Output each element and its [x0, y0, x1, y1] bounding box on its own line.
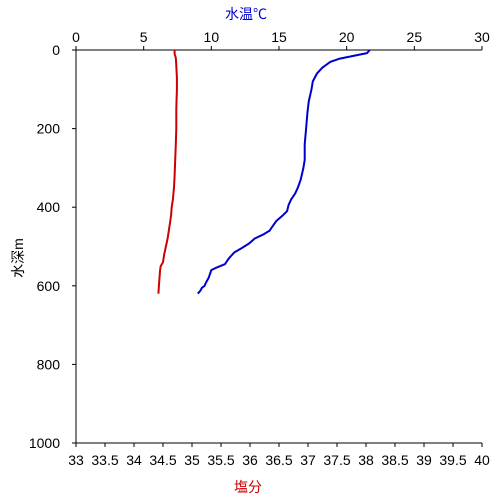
y-tick-label: 600 — [37, 278, 61, 294]
y-tick-label: 1000 — [29, 435, 60, 451]
bottom-tick-label: 33.5 — [91, 452, 118, 468]
bottom-axis: 33 33.5 34 34.5 35 35.5 36 36.5 37 37.5 38 38.5 39 39… — [68, 443, 490, 468]
bottom-tick-label: 35.5 — [207, 452, 234, 468]
y-axis-title: 水深m — [10, 238, 26, 278]
bottom-tick-label: 34.5 — [149, 452, 176, 468]
bottom-axis-title: 塩分 — [234, 479, 262, 495]
top-tick-label: 15 — [271, 29, 287, 45]
series-layer — [157, 49, 371, 295]
y-tick-label: 200 — [37, 121, 61, 137]
bottom-tick-label: 39.5 — [439, 452, 466, 468]
bottom-tick-label: 38 — [358, 452, 374, 468]
bottom-tick-label: 38.5 — [381, 452, 408, 468]
top-tick-label: 20 — [339, 29, 355, 45]
bottom-tick-label: 36 — [242, 452, 258, 468]
water-temperature-line — [197, 49, 371, 295]
top-tick-label: 10 — [204, 29, 220, 45]
bottom-tick-label: 34 — [126, 452, 142, 468]
y-tick-label: 800 — [37, 356, 61, 372]
left-axis: 0 200 400 600 800 1000 — [29, 42, 76, 451]
top-tick-label: 30 — [474, 29, 490, 45]
bottom-tick-label: 35 — [184, 452, 200, 468]
y-tick-label: 400 — [37, 199, 61, 215]
plot-frame — [75, 49, 482, 444]
bottom-tick-label: 37 — [300, 452, 316, 468]
bottom-tick-label: 37.5 — [323, 452, 350, 468]
top-tick-label: 0 — [72, 29, 80, 45]
top-axis: 0 5 10 15 20 25 30 — [72, 29, 490, 50]
bottom-tick-label: 36.5 — [265, 452, 292, 468]
bottom-tick-label: 33 — [68, 452, 84, 468]
y-tick-label: 0 — [52, 42, 60, 58]
bottom-tick-label: 40 — [474, 452, 490, 468]
bottom-tick-label: 39 — [416, 452, 432, 468]
top-axis-title: 水温℃ — [225, 6, 267, 22]
top-tick-label: 5 — [140, 29, 148, 45]
top-tick-label: 25 — [407, 29, 423, 45]
salinity-line — [157, 50, 178, 294]
